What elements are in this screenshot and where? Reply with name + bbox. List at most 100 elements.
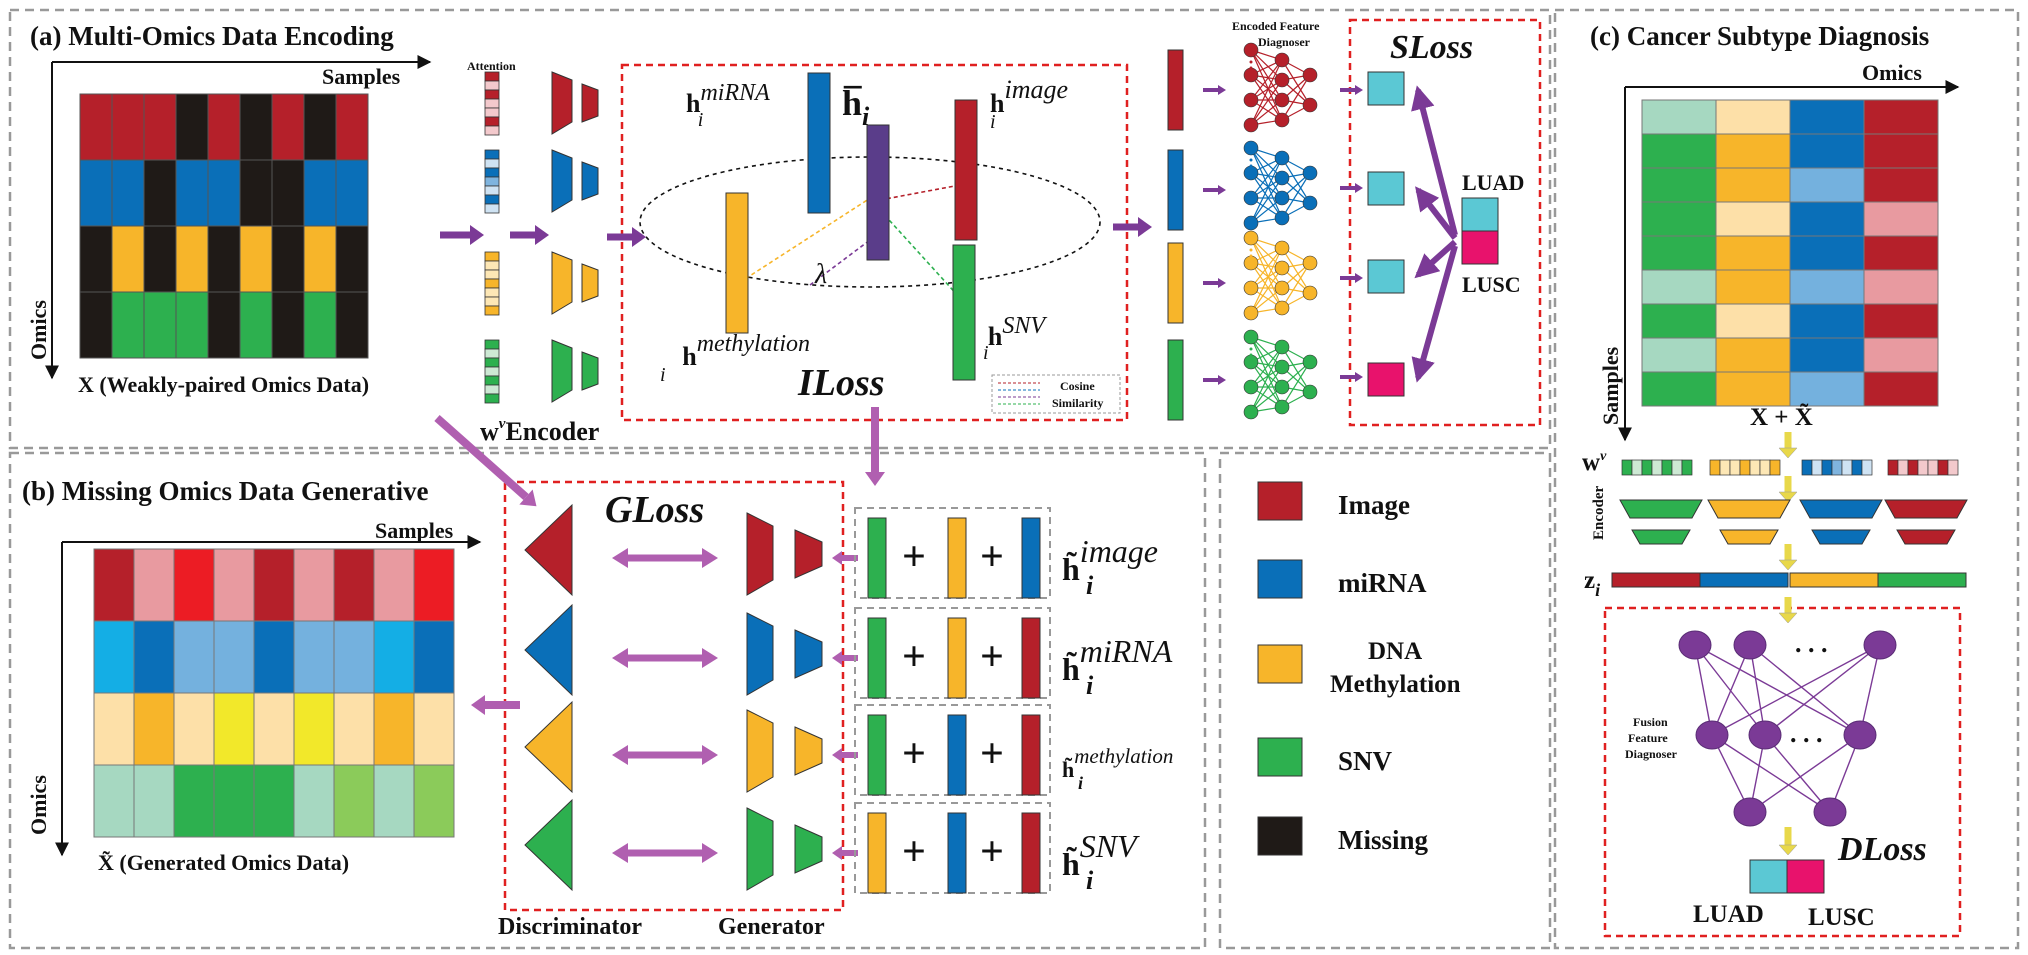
net-node [1302, 255, 1318, 271]
fusion-node [1678, 630, 1712, 660]
legend-label: DNA [1368, 638, 1422, 665]
gan-arrow-left [612, 548, 628, 568]
panel-b-title: (b) Missing Omics Data Generative [22, 476, 428, 506]
combine-bar [1021, 617, 1041, 699]
gan-rows: + + h̃image i + + h̃miRNA i + + h̃methylation i + + h̃… [524, 503, 1173, 895]
combined-omics-matrix: Omics Samples X + X̃ [1598, 60, 1960, 442]
net-node [1274, 260, 1290, 276]
h-mirna-label: hmiRNA i [686, 80, 770, 131]
net-edge [1281, 346, 1311, 393]
h-mirna-bar [807, 72, 831, 214]
attention-cell [484, 251, 500, 262]
matrix-c-cell [1715, 235, 1791, 271]
attention-cell [484, 167, 500, 178]
fusion-ellipsis: . . . [1795, 629, 1828, 658]
net-edge [1250, 147, 1283, 199]
net-dot [1249, 66, 1253, 70]
flow-arrows [434, 217, 1152, 715]
matrix-a-cell [271, 159, 305, 227]
matrix-c-cell [1863, 303, 1939, 339]
wv-cell [1861, 459, 1873, 476]
wv-cell [1821, 459, 1833, 476]
net-node [1274, 92, 1290, 108]
attention-cell [484, 348, 500, 359]
combine-box [854, 607, 1051, 699]
net-node [1302, 354, 1318, 370]
matrix-b-cell [333, 548, 375, 622]
generated-omics-matrix: Samples Omics X̃ (Generated Omics Data) [26, 518, 482, 875]
matrix-c-cell [1641, 303, 1717, 339]
encoder-c-layer-1 [1884, 499, 1968, 519]
net-node [1274, 280, 1290, 296]
attention-cell [484, 393, 500, 404]
omics-encoders [551, 71, 599, 403]
discriminator-label: Discriminator [498, 914, 642, 940]
matrix-c-cell [1863, 201, 1939, 237]
net-edge [1250, 346, 1283, 388]
encoder-layer-1 [551, 251, 573, 315]
similarity-label: Similarity [1052, 396, 1103, 410]
sloss-box [1348, 18, 1542, 427]
matrix-a-cell [143, 225, 177, 293]
matrix-b-cell [173, 620, 215, 694]
matrix-a-cell [79, 93, 113, 161]
net-node [1274, 339, 1290, 355]
net-node [1274, 359, 1290, 375]
net-edge [1250, 366, 1283, 413]
generator-layer-1 [746, 512, 774, 596]
matrix-a-cell [175, 159, 209, 227]
matrix-a-cell [143, 291, 177, 359]
matrix-b-cell [213, 620, 255, 694]
plus-sign: + [902, 534, 926, 580]
fusion-node [1695, 720, 1729, 750]
encoded-arrow-head [1218, 375, 1226, 385]
net-edge [1250, 157, 1283, 199]
wv-cell [1769, 459, 1781, 476]
matrix-c-cell [1863, 99, 1939, 135]
combine-bar [947, 617, 967, 699]
net-node [1302, 97, 1318, 113]
fusion-node [1863, 630, 1897, 660]
matrix-a-cell [111, 291, 145, 359]
matrix-b-cell [373, 548, 415, 622]
matrix-a-cell [111, 225, 145, 293]
dloss-luad-box [1749, 859, 1788, 894]
wv-cell [1651, 459, 1663, 476]
gen-in-arrow-head [832, 651, 842, 665]
wv-cell [1641, 459, 1653, 476]
attention-cell [484, 116, 500, 127]
attention-cell [484, 366, 500, 377]
matrix-c-cell [1863, 371, 1939, 407]
wv-cell [1851, 459, 1863, 476]
combine-bar [1021, 812, 1041, 894]
net-out-arrow-head [1355, 85, 1363, 95]
net-node [1274, 170, 1290, 186]
panel-b-frame [8, 451, 1207, 950]
matrix-b-cell [293, 764, 335, 838]
matrix-a-cell [239, 225, 273, 293]
encoded-diagnoser-label-1: Encoded Feature [1232, 19, 1320, 33]
legend-swatch [1257, 644, 1303, 684]
matrix-a-cell [175, 93, 209, 161]
matrix-c-cell [1863, 235, 1939, 271]
generated-caption: X̃ (Generated Omics Data) [98, 850, 349, 875]
net-node [1274, 72, 1290, 88]
matrix-a-cell [207, 225, 241, 293]
sim-line-methylation [727, 194, 876, 291]
matrix-c-cell [1715, 201, 1791, 237]
plus-sign: + [902, 634, 926, 680]
encoded-arrow-head [1218, 85, 1226, 95]
feature-diagnoser-networks [1243, 42, 1363, 420]
matrix-c-cell [1641, 201, 1717, 237]
fusion-label-2: Feature [1628, 731, 1668, 745]
arrow-encoder-to-latent-head [632, 227, 646, 247]
net-dot [1249, 260, 1253, 264]
matrix-c-cell [1789, 167, 1865, 203]
net-node [1274, 112, 1290, 128]
panel-a-frame [8, 8, 1552, 450]
matrix-b-cell [133, 692, 175, 766]
legend-frame [1218, 451, 1552, 950]
net-edge [1281, 157, 1311, 204]
attention-cell [484, 158, 500, 169]
net-node [1243, 92, 1259, 108]
